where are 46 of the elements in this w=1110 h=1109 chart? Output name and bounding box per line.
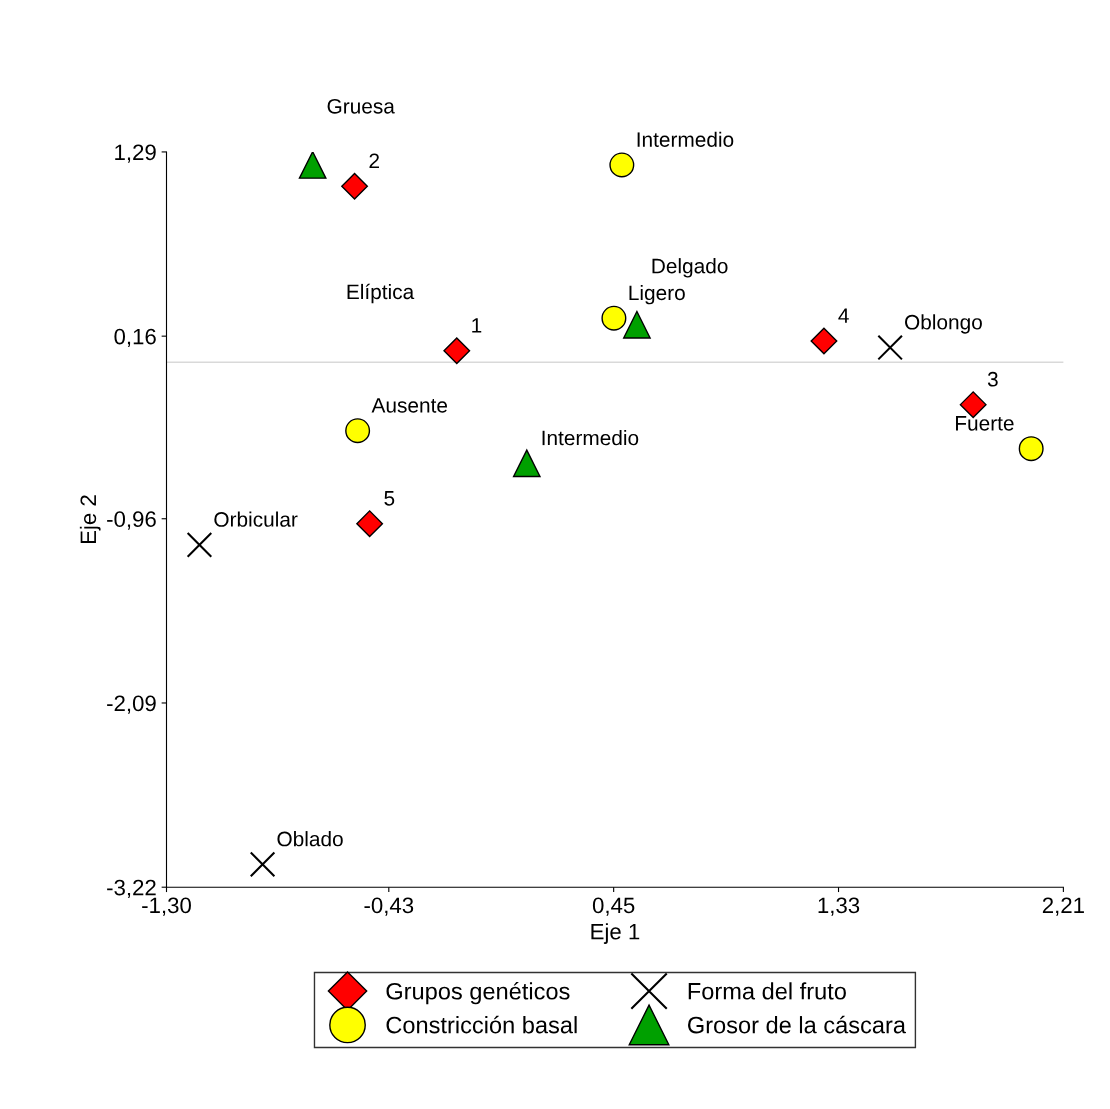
annotation: 2 — [369, 153, 379, 168]
annotation: Gruesa — [327, 98, 395, 114]
legend-label: Constricción basal — [386, 1015, 577, 1034]
point — [609, 152, 635, 178]
legend-label: Grosor de la cáscara — [688, 1015, 906, 1034]
point — [623, 310, 651, 339]
point — [249, 851, 276, 878]
annotation: Fuerte — [956, 416, 1014, 431]
y-axis-title: Eje 2 — [79, 495, 101, 544]
legend-label: Grupos genéticos — [386, 981, 570, 1005]
x-tick-label: 1,33 — [818, 897, 860, 916]
annotation: 1 — [472, 318, 482, 333]
x-tick-label: -1,30 — [142, 897, 191, 916]
x-tick-label: 0,45 — [592, 897, 635, 916]
point — [512, 449, 541, 478]
y-tick-label: 1,29 — [115, 144, 156, 163]
point — [443, 337, 471, 365]
annotation: 5 — [384, 491, 395, 506]
y-tick-label: -3,22 — [107, 879, 156, 899]
x-tick-label: 2,21 — [1042, 897, 1084, 916]
annotation: Ligero — [629, 284, 685, 305]
annotation: Intermedio — [542, 430, 639, 446]
y-tick-label: 0,16 — [114, 328, 156, 348]
point — [877, 334, 903, 361]
point — [345, 418, 371, 444]
point — [601, 305, 627, 331]
annotation: 3 — [987, 371, 998, 387]
annotation: Oblado — [277, 831, 343, 847]
annotation: Oblongo — [905, 314, 982, 334]
legend-label: Forma del fruto — [688, 982, 846, 1000]
y-tick-label: -0,96 — [107, 511, 156, 530]
annotation: Ausente — [371, 398, 448, 413]
annotation: Elíptica — [347, 283, 415, 304]
annotation: Orbicular — [214, 511, 298, 527]
x-axis-title: Eje 1 — [591, 923, 640, 944]
annotation: Intermedio — [637, 131, 734, 147]
point — [341, 172, 369, 200]
point — [298, 151, 327, 179]
point — [1018, 436, 1044, 462]
point — [356, 510, 384, 538]
annotation: Delgado — [652, 258, 728, 278]
point — [186, 531, 213, 558]
annotation: 4 — [838, 308, 849, 323]
y-tick-label: -2,09 — [107, 695, 156, 714]
point — [810, 327, 838, 355]
x-tick-label: -0,43 — [364, 897, 414, 916]
